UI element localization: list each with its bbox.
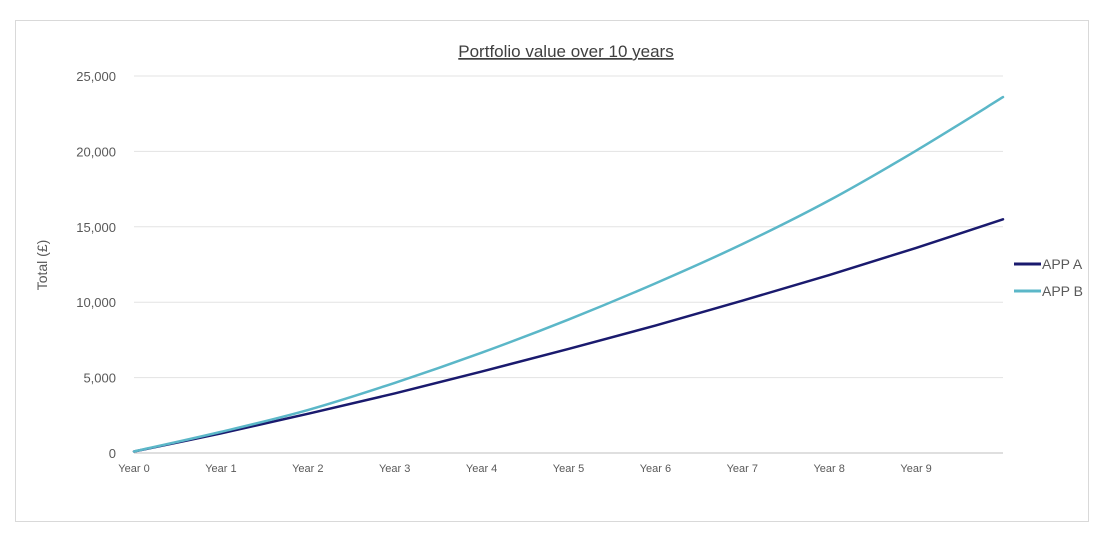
x-tick-label: Year 0: [118, 463, 149, 475]
x-axis-ticks: Year 0 Year 1 Year 2 Year 3 Year 4 Year 5 Year…: [118, 463, 932, 475]
x-tick-label: Year 4: [466, 463, 497, 475]
y-tick-label: 20,000: [76, 144, 116, 159]
legend-label-app-a: APP A: [1042, 256, 1083, 272]
x-tick-label: Year 3: [379, 463, 410, 475]
y-tick-label: 0: [109, 446, 116, 461]
series-line-app-b: [132, 95, 1005, 453]
y-tick-label: 10,000: [76, 295, 116, 310]
y-tick-label: 5,000: [83, 371, 116, 386]
y-axis-label: Total (£): [34, 240, 50, 291]
chart-title: Portfolio value over 10 years: [458, 42, 673, 61]
gridlines: [134, 75, 1003, 454]
series-line-app-a: [132, 218, 1005, 453]
x-tick-label: Year 7: [727, 463, 758, 475]
legend: APP A APP B: [1014, 256, 1083, 299]
y-axis-ticks: 0 5,000 10,000 15,000 20,000 25,000: [76, 69, 116, 461]
x-tick-label: Year 5: [553, 463, 584, 475]
x-tick-label: Year 9: [900, 463, 931, 475]
x-tick-label: Year 8: [813, 463, 844, 475]
y-tick-label: 15,000: [76, 220, 116, 235]
y-tick-label: 25,000: [76, 69, 116, 84]
x-tick-label: Year 2: [292, 463, 323, 475]
x-tick-label: Year 6: [640, 463, 671, 475]
legend-label-app-b: APP B: [1042, 283, 1083, 299]
series-lines: [132, 95, 1005, 453]
x-tick-label: Year 1: [205, 463, 236, 475]
